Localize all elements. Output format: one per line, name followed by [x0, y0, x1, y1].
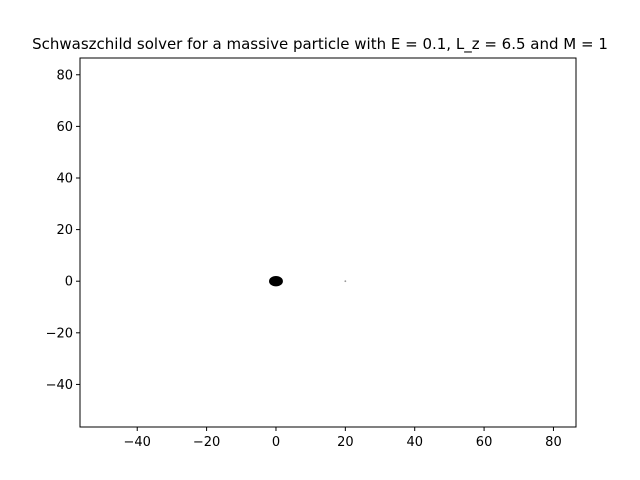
chart-title: Schwaszchild solver for a massive partic… [32, 35, 608, 54]
y-tick-label: 80 [56, 68, 73, 83]
y-tick-label: 40 [56, 171, 73, 186]
y-tick-label: −20 [46, 326, 73, 341]
y-axis: −40 −20 0 20 40 60 80 [46, 68, 80, 393]
y-tick-label: 0 [65, 275, 73, 290]
plot-area [80, 58, 576, 427]
x-tick-label: 40 [406, 435, 423, 450]
plot-background [80, 58, 576, 427]
particle-point [344, 280, 347, 283]
x-axis: −40 −20 0 20 40 60 80 [124, 427, 562, 450]
x-tick-label: 20 [337, 435, 354, 450]
x-tick-label: −40 [124, 435, 151, 450]
y-tick-label: 20 [56, 223, 73, 238]
black-hole-disk [269, 276, 283, 287]
y-tick-label: 60 [56, 120, 73, 135]
x-tick-label: 60 [476, 435, 493, 450]
data-marks [269, 276, 347, 287]
x-tick-label: 0 [272, 435, 280, 450]
y-tick-label: −40 [46, 378, 73, 393]
x-tick-label: −20 [193, 435, 220, 450]
x-tick-label: 80 [545, 435, 562, 450]
plot-frame [79, 57, 577, 428]
